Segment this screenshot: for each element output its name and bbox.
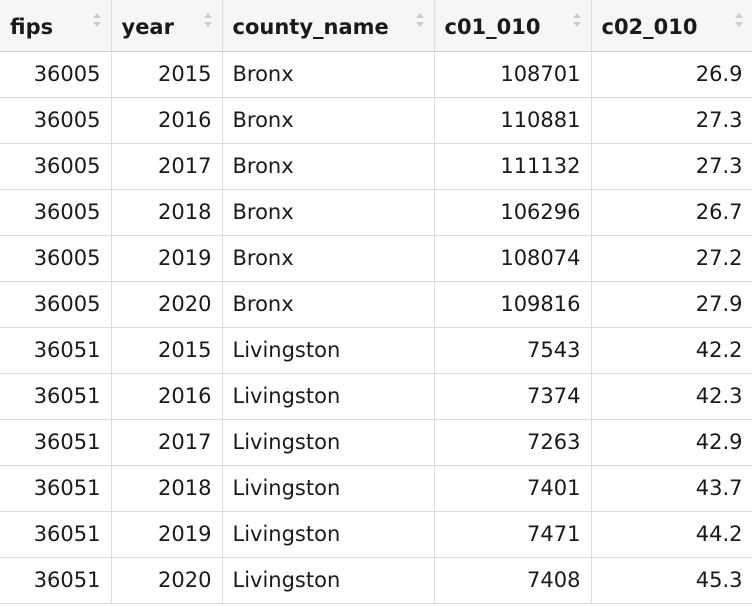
cell-year: 2019 <box>111 235 223 282</box>
cell-county-name: Bronx <box>222 189 435 236</box>
cell-county-name: Livingston <box>222 327 435 374</box>
cell-fips: 36051 <box>0 511 112 558</box>
cell-c02-010: 27.3 <box>591 97 752 144</box>
cell-year: 2015 <box>111 51 223 98</box>
cell-fips: 36051 <box>0 465 112 512</box>
cell-c01-010: 106296 <box>434 189 592 236</box>
cell-county-name: Bronx <box>222 143 435 190</box>
cell-c01-010: 7263 <box>434 419 592 466</box>
cell-c02-010: 27.9 <box>591 281 752 328</box>
cell-county-name: Livingston <box>222 557 435 604</box>
cell-c01-010: 7374 <box>434 373 592 420</box>
cell-c01-010: 7401 <box>434 465 592 512</box>
cell-c01-010: 7543 <box>434 327 592 374</box>
cell-c02-010: 42.9 <box>591 419 752 466</box>
cell-year: 2016 <box>111 97 223 144</box>
column-header-c02-010[interactable]: c02_010 <box>591 0 752 52</box>
cell-county-name: Bronx <box>222 51 435 98</box>
cell-fips: 36051 <box>0 557 112 604</box>
cell-c01-010: 7471 <box>434 511 592 558</box>
cell-county-name: Bronx <box>222 281 435 328</box>
cell-c02-010: 26.9 <box>591 51 752 98</box>
cell-c02-010: 42.3 <box>591 373 752 420</box>
sort-icon[interactable] <box>203 10 213 30</box>
sort-icon[interactable] <box>734 10 744 30</box>
sort-icon[interactable] <box>415 10 425 30</box>
column-header-label: fips <box>10 14 54 39</box>
cell-c02-010: 27.2 <box>591 235 752 282</box>
table-row: 36051 2015 Livingston 7543 42.2 <box>0 327 752 374</box>
cell-county-name: Bronx <box>222 97 435 144</box>
table-header: fips year county_name c01_010 c02_010 <box>0 0 752 52</box>
cell-fips: 36005 <box>0 143 112 190</box>
cell-c02-010: 27.3 <box>591 143 752 190</box>
cell-fips: 36051 <box>0 327 112 374</box>
cell-c01-010: 7408 <box>434 557 592 604</box>
cell-year: 2020 <box>111 281 223 328</box>
cell-county-name: Livingston <box>222 419 435 466</box>
table-row: 36005 2018 Bronx 106296 26.7 <box>0 189 752 236</box>
cell-c01-010: 108701 <box>434 51 592 98</box>
column-header-fips[interactable]: fips <box>0 0 112 52</box>
cell-fips: 36005 <box>0 281 112 328</box>
table-row: 36051 2019 Livingston 7471 44.2 <box>0 511 752 558</box>
sort-icon[interactable] <box>572 10 582 30</box>
cell-year: 2017 <box>111 143 223 190</box>
table-row: 36005 2017 Bronx 111132 27.3 <box>0 143 752 190</box>
column-header-label: year <box>121 14 174 39</box>
table-row: 36005 2019 Bronx 108074 27.2 <box>0 235 752 282</box>
table-row: 36005 2020 Bronx 109816 27.9 <box>0 281 752 328</box>
cell-year: 2017 <box>111 419 223 466</box>
cell-fips: 36005 <box>0 235 112 282</box>
cell-c02-010: 45.3 <box>591 557 752 604</box>
table-body: 36005 2015 Bronx 108701 26.9 36005 2016 … <box>0 51 752 604</box>
cell-c01-010: 109816 <box>434 281 592 328</box>
cell-year: 2018 <box>111 465 223 512</box>
cell-county-name: Livingston <box>222 465 435 512</box>
table-row: 36051 2020 Livingston 7408 45.3 <box>0 557 752 604</box>
cell-fips: 36051 <box>0 373 112 420</box>
cell-c02-010: 26.7 <box>591 189 752 236</box>
cell-year: 2018 <box>111 189 223 236</box>
cell-fips: 36005 <box>0 51 112 98</box>
column-header-county-name[interactable]: county_name <box>222 0 435 52</box>
table-row: 36005 2015 Bronx 108701 26.9 <box>0 51 752 98</box>
table-row: 36051 2017 Livingston 7263 42.9 <box>0 419 752 466</box>
column-header-year[interactable]: year <box>111 0 223 52</box>
column-header-c01-010[interactable]: c01_010 <box>434 0 592 52</box>
cell-fips: 36051 <box>0 419 112 466</box>
cell-county-name: Bronx <box>222 235 435 282</box>
cell-fips: 36005 <box>0 189 112 236</box>
cell-c02-010: 43.7 <box>591 465 752 512</box>
table-row: 36005 2016 Bronx 110881 27.3 <box>0 97 752 144</box>
table-row: 36051 2016 Livingston 7374 42.3 <box>0 373 752 420</box>
cell-c01-010: 111132 <box>434 143 592 190</box>
header-row: fips year county_name c01_010 c02_010 <box>0 0 752 52</box>
table-row: 36051 2018 Livingston 7401 43.7 <box>0 465 752 512</box>
cell-c01-010: 110881 <box>434 97 592 144</box>
column-header-label: c02_010 <box>601 14 698 39</box>
column-header-label: county_name <box>232 14 389 39</box>
cell-year: 2015 <box>111 327 223 374</box>
cell-c02-010: 42.2 <box>591 327 752 374</box>
cell-year: 2016 <box>111 373 223 420</box>
column-header-label: c01_010 <box>444 14 541 39</box>
cell-c02-010: 44.2 <box>591 511 752 558</box>
cell-county-name: Livingston <box>222 373 435 420</box>
cell-year: 2019 <box>111 511 223 558</box>
sort-icon[interactable] <box>92 10 102 30</box>
cell-fips: 36005 <box>0 97 112 144</box>
cell-year: 2020 <box>111 557 223 604</box>
cell-c01-010: 108074 <box>434 235 592 282</box>
cell-county-name: Livingston <box>222 511 435 558</box>
